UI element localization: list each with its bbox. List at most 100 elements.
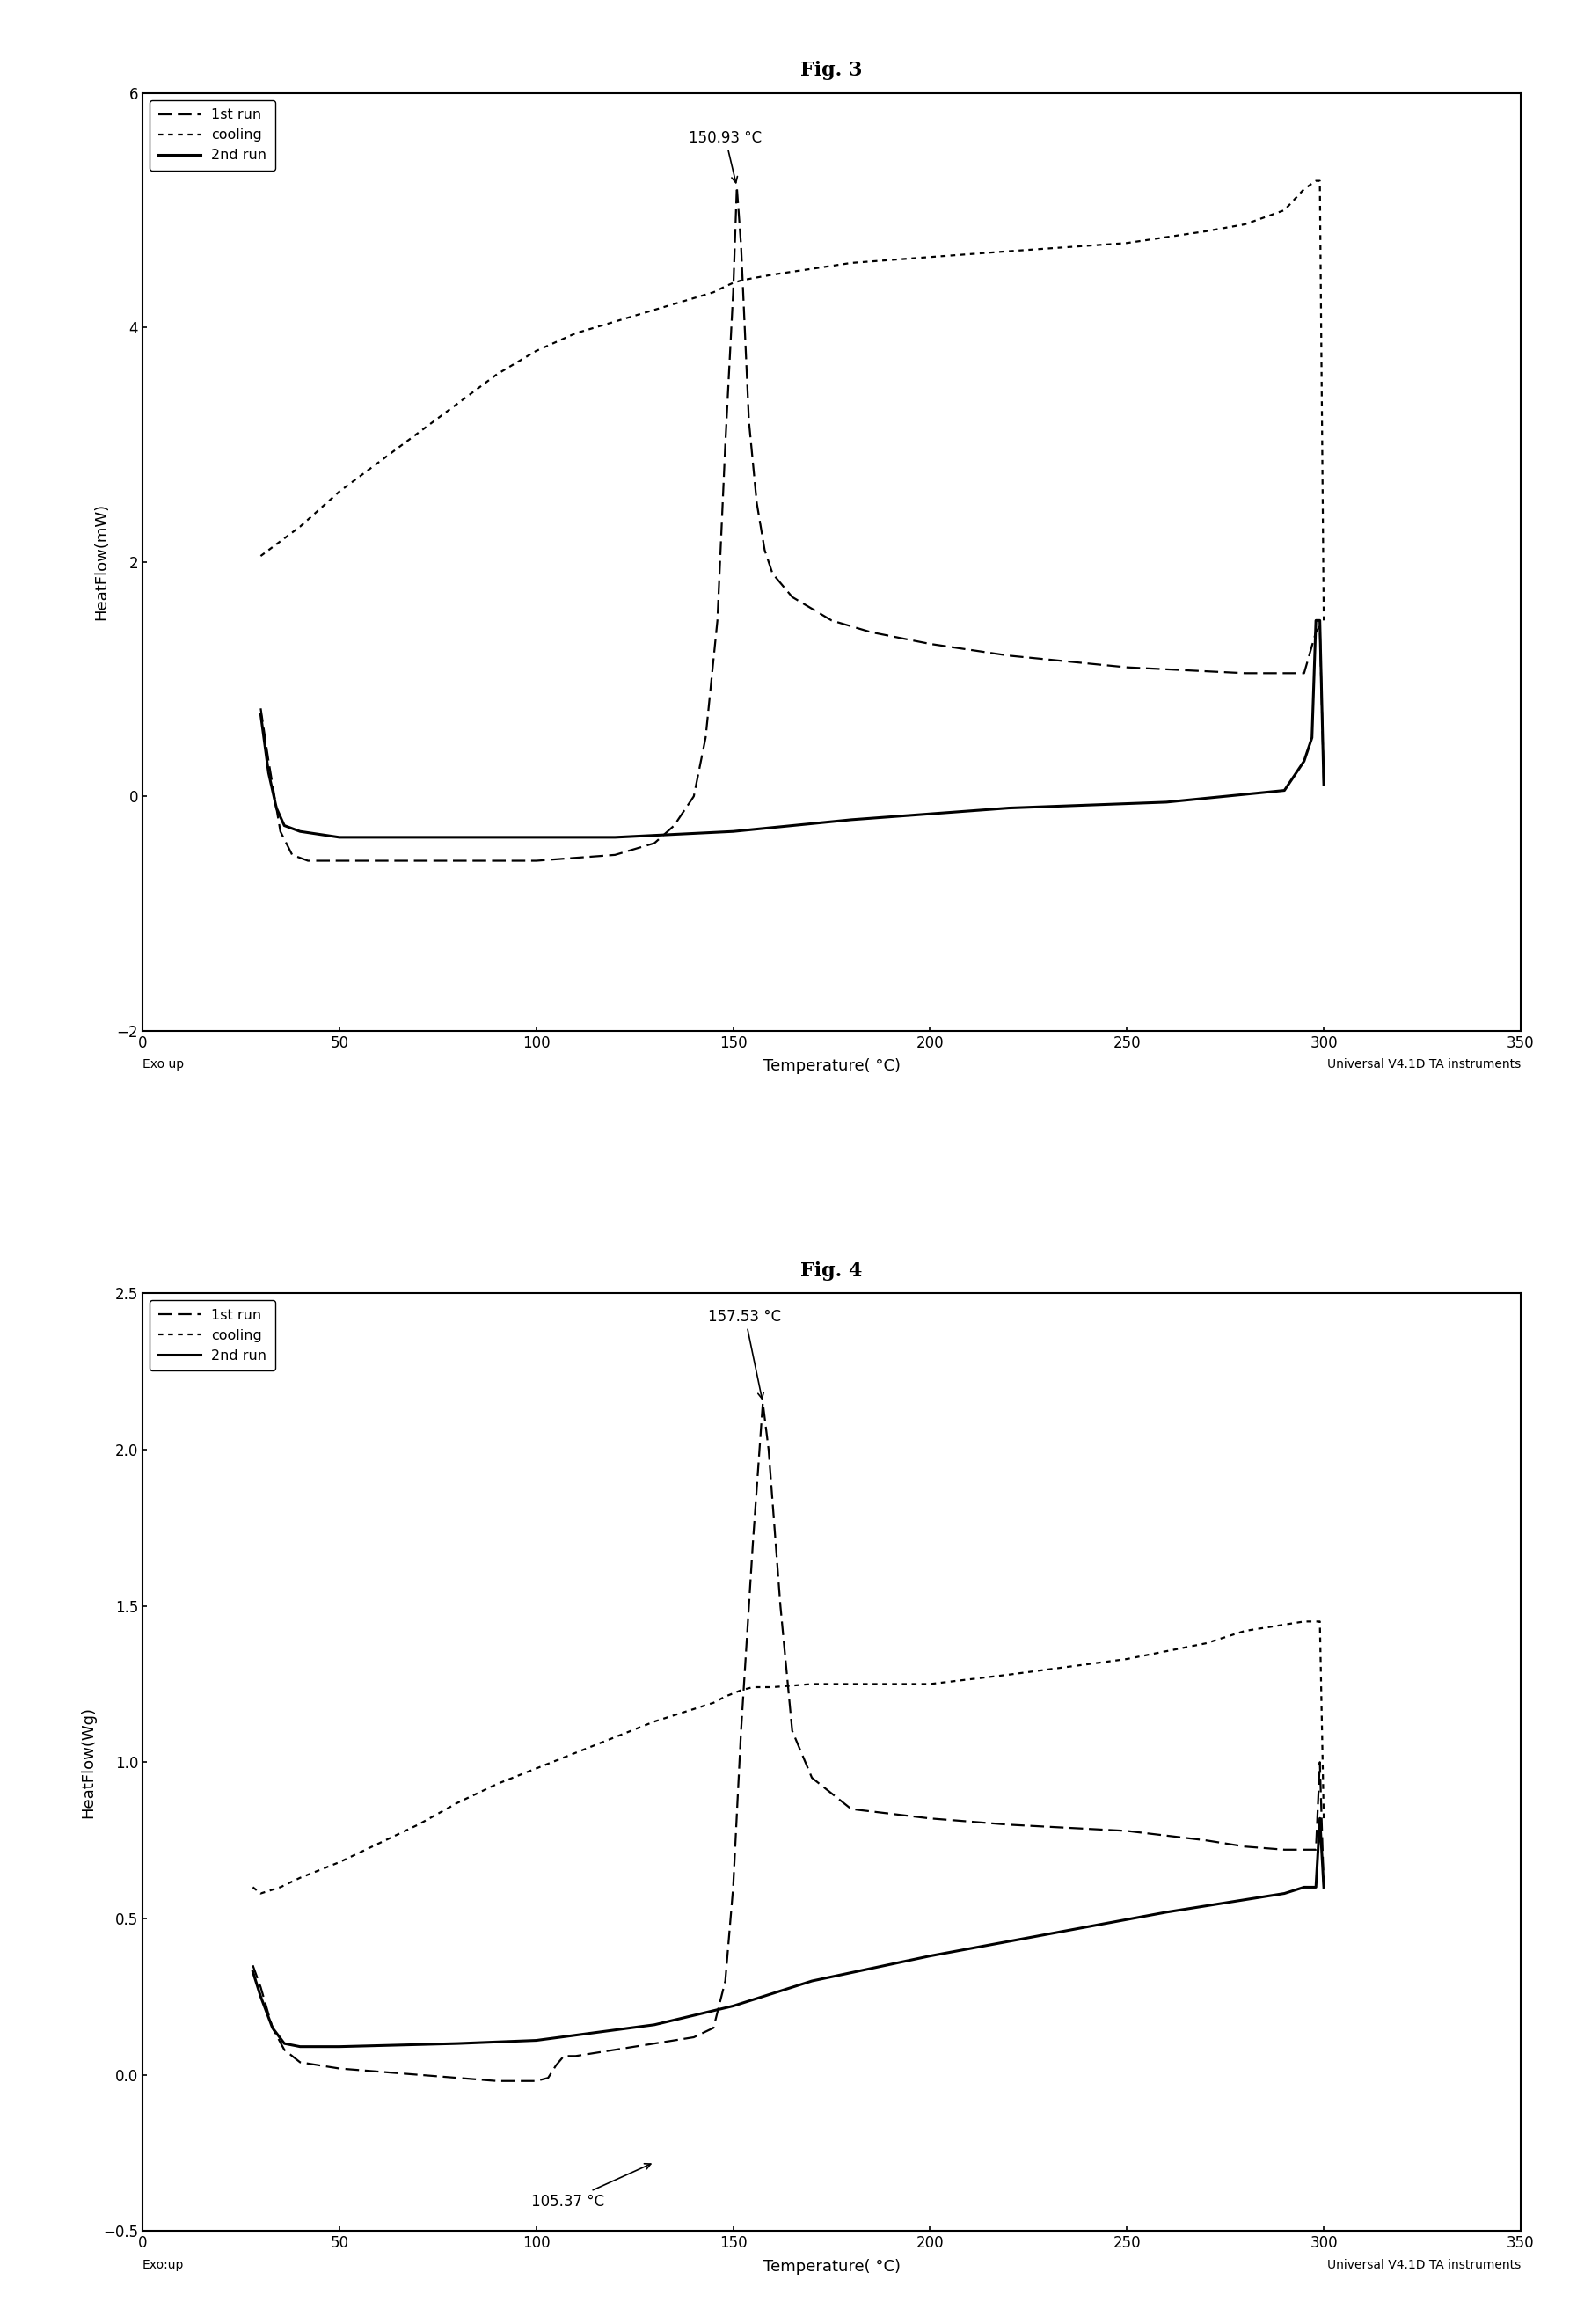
cooling (920, 244, 939, 272)
Text: Universal V4.1D TA instruments: Universal V4.1D TA instruments (1327, 2259, 1521, 2271)
Text: Exo:up: Exo:up (143, 2259, 184, 2271)
1st run (841, 1794, 860, 1822)
1st run (586, 2038, 605, 2066)
2nd run (263, 2015, 282, 2043)
1st run (803, 1764, 822, 1792)
1st run (740, 407, 759, 435)
cooling (1310, 167, 1329, 195)
2nd run (274, 811, 293, 839)
2nd run (724, 818, 743, 846)
1st run (684, 2024, 703, 2052)
cooling (1255, 1613, 1274, 1641)
2nd run (268, 795, 287, 823)
2nd run (1275, 1880, 1294, 1908)
1st run (263, 2015, 282, 2043)
2nd run (244, 1957, 263, 1985)
cooling (252, 541, 271, 569)
2nd run (1310, 1803, 1329, 1831)
cooling (732, 1676, 751, 1703)
1st run (565, 2043, 584, 2071)
1st run (298, 846, 317, 874)
1st run (605, 841, 624, 869)
cooling (448, 1789, 467, 1817)
1st run (1117, 1817, 1136, 1845)
1st run (803, 595, 822, 623)
Y-axis label: HeatFlow(mW): HeatFlow(mW) (93, 504, 109, 621)
cooling (488, 360, 507, 388)
cooling (290, 514, 309, 541)
1st run (260, 748, 279, 776)
2nd run (329, 2034, 348, 2061)
2nd run (803, 1966, 822, 1994)
cooling (763, 1673, 782, 1701)
1st run (695, 723, 714, 751)
1st run (703, 2015, 722, 2043)
1st run (488, 2066, 507, 2094)
2nd run (1294, 748, 1313, 776)
cooling (684, 1694, 703, 1722)
cooling (565, 318, 584, 346)
2nd run (1275, 776, 1294, 804)
1st run (732, 1717, 751, 1745)
Line: 1st run: 1st run (261, 186, 1324, 860)
1st run (527, 2066, 546, 2094)
1st run (771, 1592, 790, 1620)
2nd run (252, 700, 271, 727)
1st run (1117, 653, 1136, 681)
cooling (703, 1690, 722, 1717)
1st run (1275, 1836, 1294, 1864)
cooling (1275, 1611, 1294, 1638)
1st run (409, 846, 428, 874)
Y-axis label: HeatFlow(Wg): HeatFlow(Wg) (79, 1706, 95, 1817)
2nd run (645, 2010, 664, 2038)
cooling (1307, 167, 1326, 195)
1st run (862, 618, 881, 646)
cooling (743, 1673, 762, 1701)
Line: cooling: cooling (261, 181, 1324, 621)
2nd run (1307, 1873, 1326, 1901)
X-axis label: Temperature( °C): Temperature( °C) (763, 1057, 900, 1074)
cooling (409, 418, 428, 446)
1st run (329, 2054, 348, 2082)
cooling (763, 260, 782, 288)
1st run (645, 2029, 664, 2057)
1st run (252, 1973, 271, 2001)
1st run (554, 2043, 573, 2071)
2nd run (527, 2027, 546, 2054)
cooling (684, 284, 703, 311)
2nd run (1307, 607, 1326, 634)
cooling (271, 1873, 290, 1901)
cooling (605, 307, 624, 335)
2nd run (260, 760, 279, 788)
1st run (1315, 1873, 1334, 1901)
1st run (1310, 1748, 1329, 1776)
cooling (329, 1848, 348, 1875)
1st run (1000, 1810, 1019, 1838)
2nd run (724, 1992, 743, 2020)
cooling (1000, 237, 1019, 265)
2nd run (1302, 723, 1321, 751)
1st run (1307, 1836, 1326, 1864)
1st run (1307, 618, 1326, 646)
1st run (1236, 660, 1255, 688)
cooling (716, 272, 735, 300)
2nd run (329, 823, 348, 851)
cooling (724, 270, 743, 297)
1st run (244, 1952, 263, 1980)
2nd run (274, 2029, 293, 2057)
cooling (803, 1671, 822, 1699)
2nd run (1315, 772, 1334, 799)
cooling (645, 295, 664, 323)
cooling (841, 1671, 860, 1699)
cooling (1315, 1803, 1334, 1831)
cooling (743, 265, 762, 293)
Line: 2nd run: 2nd run (253, 1817, 1324, 2047)
2nd run (1156, 788, 1175, 816)
1st run (1196, 1827, 1215, 1855)
cooling (527, 1755, 546, 1783)
2nd run (290, 818, 309, 846)
1st run (290, 2047, 309, 2075)
Legend: 1st run, cooling, 2nd run: 1st run, cooling, 2nd run (149, 100, 276, 170)
1st run (271, 818, 290, 846)
1st run (665, 811, 684, 839)
